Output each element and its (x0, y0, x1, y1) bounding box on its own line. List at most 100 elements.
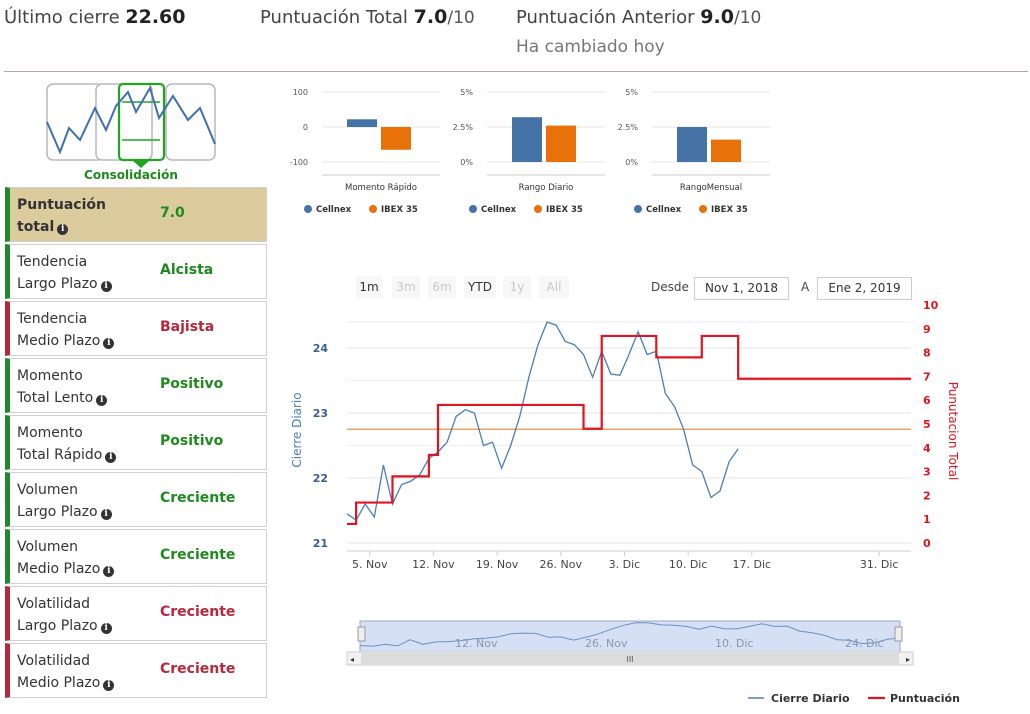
info-icon[interactable]: i (105, 452, 117, 463)
legend-item: Cellnex (481, 205, 517, 215)
date-from-label: Desde (651, 280, 689, 294)
rango-mensual-bar-chart: 5% 2.5% 0% RangoMensual Cellnex IBEX 35 (618, 88, 770, 215)
main-chart-legend: Cierre Diario Puntuación (748, 692, 960, 705)
right-y-tick-label: 0 (923, 537, 931, 550)
left-y-tick-label: 21 (313, 537, 328, 550)
x-category-label: Momento Rápido (345, 183, 417, 193)
momento-bar-chart: 100 0 -100 Momento Rápido Cellnex IBEX 35 (290, 88, 440, 215)
legend-item: IBEX 35 (711, 205, 748, 215)
navigator-label: 26. Nov (585, 637, 628, 650)
total-score-label: Puntuación Total (260, 7, 408, 28)
legend-item: IBEX 35 (546, 205, 583, 215)
navigator-series (359, 622, 901, 647)
rating-value: Creciente (160, 661, 236, 677)
info-icon[interactable]: i (100, 509, 112, 520)
right-axis-title: Punutacion Total (946, 382, 960, 481)
right-y-tick-label: 7 (923, 370, 931, 383)
ratings-list: Puntuación total i 7.0 Tendencia Largo Plazo i… (5, 187, 267, 700)
rating-label-line1: Tendencia (17, 311, 88, 327)
last-close-value: 22.60 (125, 6, 186, 28)
price-line (346, 321, 739, 522)
y-tick-label: 5% (625, 88, 638, 97)
rating-label-line2: total (17, 219, 55, 235)
x-tick-label: 3. Dic (609, 558, 641, 571)
date-to-input[interactable]: Ene 2, 2019 (817, 277, 912, 300)
previous-score: Puntuación Anterior 9.0/10 (516, 6, 761, 28)
legend-marker (699, 205, 707, 213)
right-y-tick-label: 5 (923, 418, 931, 431)
left-y-tick-label: 23 (313, 407, 328, 420)
score-step-line (347, 334, 911, 526)
info-icon[interactable]: i (57, 224, 69, 235)
total-score-suffix: /10 (447, 8, 475, 28)
left-y-tick-label: 22 (313, 472, 328, 485)
legend-marker (534, 205, 542, 213)
rating-label-line2: Medio Plazo (17, 675, 101, 691)
rating-label: Volumen Medio Plazo i (17, 536, 142, 580)
rango-diario-bar-chart: 5% 2.5% 0% Rango Diario Cellnex IBEX 35 (453, 88, 605, 215)
rating-label-line1: Momento (17, 368, 83, 384)
rating-row: Volumen Medio Plazo i Creciente (5, 529, 267, 584)
legend-marker (304, 205, 312, 213)
range-button-1y[interactable]: 1y (503, 276, 531, 298)
navigator-range-mask (359, 620, 901, 654)
range-button-1m[interactable]: 1m (356, 276, 382, 298)
rating-label-line1: Volumen (17, 482, 78, 498)
range-button-6m[interactable]: 6m (428, 276, 456, 298)
rating-label-line1: Volatilidad (17, 653, 91, 669)
previous-score-value: 9.0 (700, 6, 734, 28)
y-tick-label: 0 (303, 123, 308, 132)
info-icon[interactable]: i (103, 566, 115, 577)
rating-label-line2: Largo Plazo (17, 276, 98, 292)
x-tick-label: 19. Nov (476, 558, 519, 571)
y-tick-label: 5% (460, 88, 473, 97)
chart-navigator[interactable]: 12. Nov 26. Nov 10. Dic 24. Dic ◂ ▸ III (345, 615, 915, 670)
y-tick-label: 2.5% (618, 123, 639, 132)
info-icon[interactable]: i (103, 680, 115, 691)
info-icon[interactable]: i (96, 395, 108, 406)
date-from-input[interactable]: Nov 1, 2018 (694, 277, 789, 300)
info-icon[interactable]: i (100, 281, 112, 292)
x-tick-label: 26. Nov (540, 558, 583, 571)
legend-item: Cellnex (316, 205, 352, 215)
rating-label: Tendencia Medio Plazo i (17, 308, 142, 352)
y-tick-label: 0% (460, 158, 473, 167)
y-tick-label: 100 (293, 88, 308, 97)
rating-row: Puntuación total i 7.0 (5, 187, 267, 242)
bar-cellnex (512, 117, 542, 162)
rating-label: Momento Total Lento i (17, 365, 142, 409)
rating-label: Momento Total Rápido i (17, 422, 142, 466)
info-icon[interactable]: i (100, 623, 112, 634)
navigator-left-handle (357, 626, 366, 642)
rating-value: 7.0 (160, 205, 185, 221)
range-button-all[interactable]: All (539, 276, 569, 298)
legend-item: Cierre Diario (771, 692, 850, 705)
total-score: Puntuación Total 7.0/10 (260, 6, 475, 28)
legend-marker (369, 205, 377, 213)
rating-value: Creciente (160, 604, 236, 620)
score-changed-note: Ha cambiado hoy (516, 37, 665, 57)
rating-value: Positivo (160, 376, 224, 392)
navigator-label: 12. Nov (455, 637, 498, 650)
rating-value: Creciente (160, 490, 236, 506)
right-y-tick-label: 10 (923, 299, 939, 312)
rating-label: Volatilidad Medio Plazo i (17, 650, 142, 694)
consolidation-pattern-icon (46, 82, 216, 168)
rating-label-line1: Volumen (17, 539, 78, 555)
bar-cellnex (347, 119, 377, 127)
info-icon[interactable]: i (103, 338, 115, 349)
y-tick-label: 2.5% (453, 123, 474, 132)
x-tick-label: 10. Dic (669, 558, 708, 571)
range-button-ytd[interactable]: YTD (464, 276, 496, 298)
rating-label-line2: Largo Plazo (17, 618, 98, 634)
rating-label: Puntuación total i (17, 194, 142, 238)
rating-value: Alcista (160, 262, 214, 278)
rating-label-line2: Medio Plazo (17, 333, 101, 349)
right-y-tick-label: 8 (923, 347, 931, 360)
total-score-value: 7.0 (413, 6, 448, 28)
range-button-3m[interactable]: 3m (392, 276, 420, 298)
rating-label: Tendencia Largo Plazo i (17, 251, 142, 295)
right-y-tick-label: 3 (923, 466, 931, 479)
x-tick-label: 12. Nov (412, 558, 455, 571)
right-y-tick-label: 1 (923, 513, 931, 526)
